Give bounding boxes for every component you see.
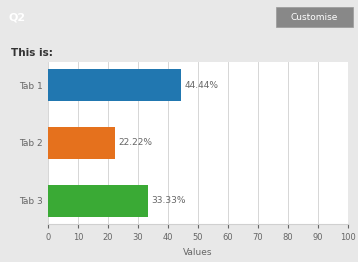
X-axis label: Values: Values (183, 248, 213, 256)
Text: 44.44%: 44.44% (185, 81, 219, 90)
Text: Q2: Q2 (9, 12, 26, 22)
Bar (48, 69, 181, 101)
Text: Customise: Customise (290, 13, 338, 21)
FancyBboxPatch shape (276, 7, 353, 27)
Text: 22.22%: 22.22% (118, 139, 152, 148)
Text: 33.33%: 33.33% (151, 196, 186, 205)
Text: This is:: This is: (11, 48, 53, 58)
Bar (48, 185, 148, 217)
Bar (48, 127, 115, 159)
